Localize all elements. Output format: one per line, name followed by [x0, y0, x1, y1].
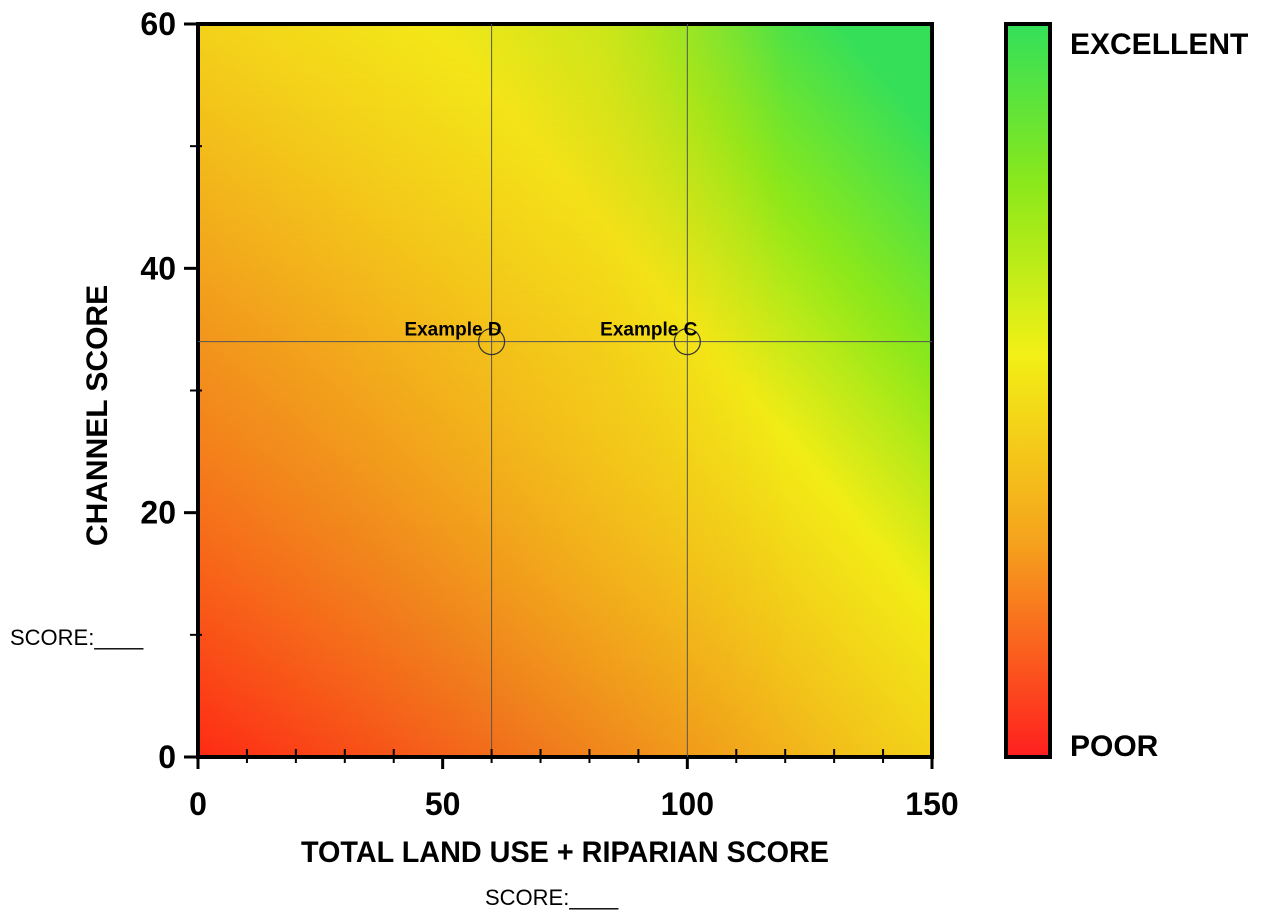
colorbar-top-label: EXCELLENT	[1070, 28, 1248, 61]
example-markers: Example D Example C	[404, 320, 701, 356]
x-score-label: SCORE:____	[485, 885, 619, 910]
colorbar: EXCELLENT POOR	[1004, 22, 1248, 763]
y-axis-title: CHANNEL SCORE	[81, 285, 114, 546]
x-axis-title: TOTAL LAND USE + RIPARIAN SCORE	[301, 835, 829, 869]
heatmap-overlay	[198, 24, 932, 757]
x-tick-label-0: 0	[189, 786, 207, 822]
reference-lines	[198, 24, 932, 757]
colorbar-gradient	[1004, 22, 1052, 759]
x-tick-label-3: 150	[905, 786, 958, 822]
example-label-0: Example D	[404, 320, 501, 341]
y-tick-label-0: 0	[158, 739, 176, 775]
x-tick-label-2: 100	[661, 786, 714, 822]
axes: 0 50 100 150 0 20 40 60	[140, 6, 958, 822]
x-tick-label-1: 50	[425, 786, 461, 822]
y-score-label: SCORE:____	[10, 625, 144, 650]
example-label-1: Example C	[600, 320, 697, 341]
y-tick-label-2: 40	[140, 250, 176, 286]
y-tick-label-1: 20	[140, 495, 176, 531]
colorbar-bottom-label: POOR	[1070, 730, 1159, 763]
plot-area	[196, 22, 934, 759]
chart-text: TOTAL LAND USE + RIPARIAN SCORE CHANNEL S…	[10, 285, 829, 910]
example-marker-0	[478, 328, 506, 356]
y-tick-label-3: 60	[140, 6, 176, 42]
example-marker-1	[673, 328, 701, 356]
